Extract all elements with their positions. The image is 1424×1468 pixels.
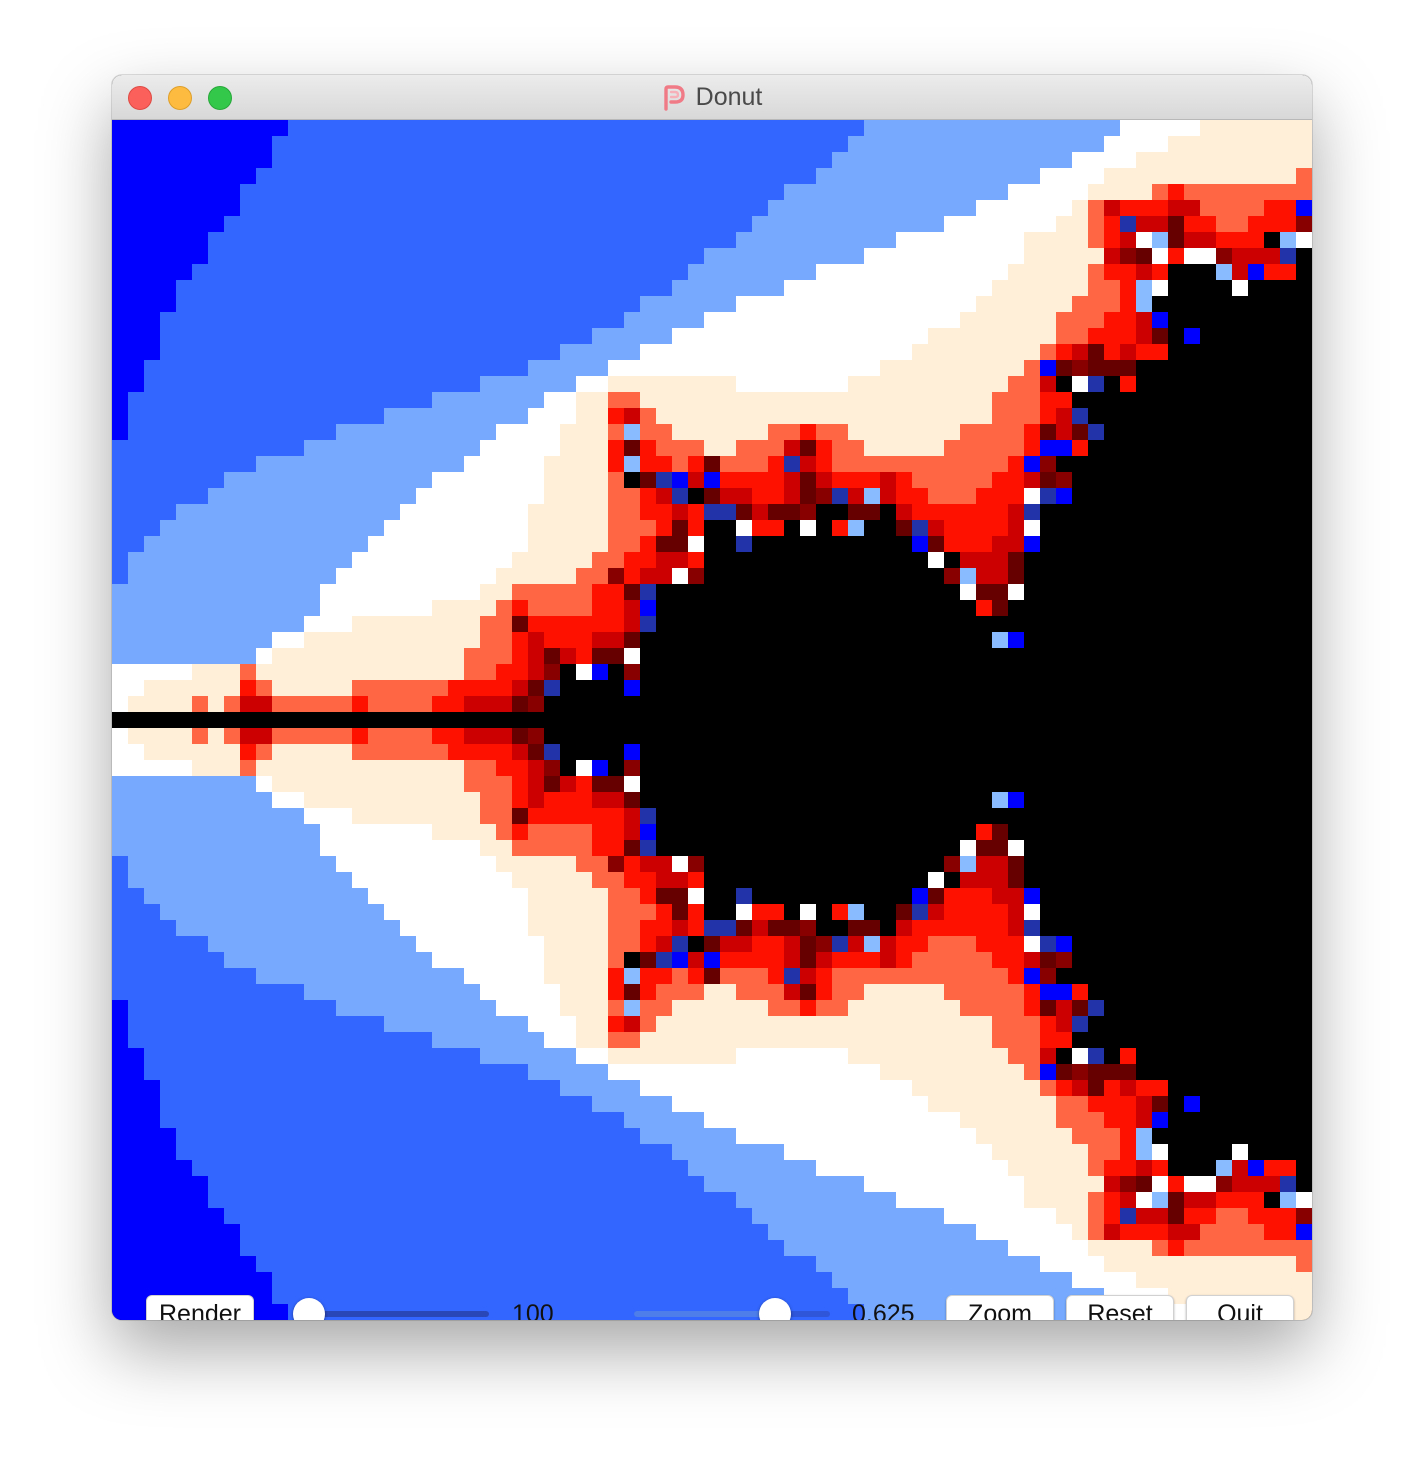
fractal-view[interactable]: Render 100 0.625 Zoom Reset Quit — [112, 120, 1312, 1320]
zoom-factor-slider[interactable] — [634, 1298, 830, 1320]
zoom-factor-value: 0.625 — [852, 1300, 915, 1320]
iterations-value: 100 — [512, 1300, 554, 1320]
app-window: Donut Render 100 0.625 Zoom Reset Quit — [112, 75, 1312, 1320]
iterations-slider-knob[interactable] — [293, 1298, 325, 1320]
title-group: Donut — [112, 75, 1312, 120]
title-bar: Donut — [112, 75, 1312, 120]
zoom-button[interactable]: Zoom — [946, 1295, 1054, 1320]
render-button[interactable]: Render — [146, 1295, 254, 1320]
zoom-window-button[interactable] — [208, 86, 232, 110]
processing-p-icon — [663, 84, 685, 111]
iterations-slider[interactable] — [293, 1298, 489, 1320]
window-title: Donut — [695, 83, 763, 111]
minimize-window-button[interactable] — [168, 86, 192, 110]
zoom-factor-slider-fill — [634, 1311, 776, 1317]
zoom-factor-slider-knob[interactable] — [759, 1298, 792, 1320]
reset-button[interactable]: Reset — [1066, 1295, 1174, 1320]
quit-button[interactable]: Quit — [1186, 1295, 1294, 1320]
fractal-canvas[interactable] — [112, 120, 1312, 1320]
close-window-button[interactable] — [128, 86, 152, 110]
